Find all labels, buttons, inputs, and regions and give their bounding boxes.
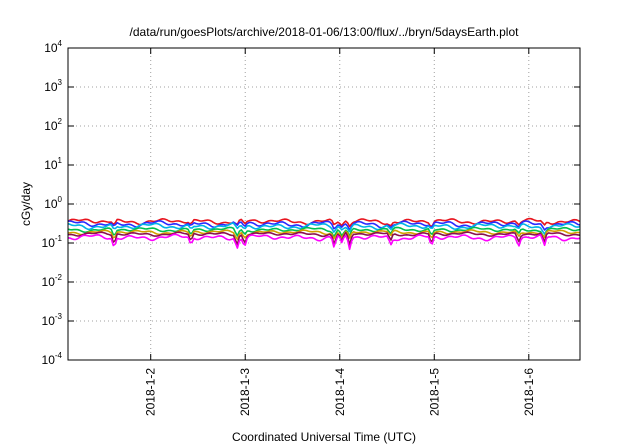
x-tick-label: 2018-1-2 xyxy=(144,368,158,416)
y-axis-label: cGy/day xyxy=(19,182,33,226)
y-tick-label: 10-4 xyxy=(42,351,63,367)
x-tick-label: 2018-1-3 xyxy=(238,368,252,416)
x-tick-label: 2018-1-5 xyxy=(427,368,441,416)
y-tick-label: 10-1 xyxy=(42,234,63,250)
grid xyxy=(68,48,580,360)
y-tick-label: 100 xyxy=(44,195,62,211)
x-axis: 2018-1-2 2018-1-3 2018-1-4 2018-1-5 2018-1-6 xyxy=(144,48,536,416)
chart-title: /data/run/goesPlots/archive/2018-01-06/1… xyxy=(130,25,520,39)
series-line xyxy=(67,222,581,235)
series-line xyxy=(67,233,581,251)
y-tick-label: 101 xyxy=(44,156,62,172)
y-tick-label: 103 xyxy=(44,78,62,94)
series-group xyxy=(67,217,581,251)
series-line xyxy=(67,231,581,246)
x-axis-label: Coordinated Universal Time (UTC) xyxy=(232,430,416,444)
x-tick-label: 2018-1-6 xyxy=(522,368,536,416)
series-line xyxy=(67,217,581,228)
series-line xyxy=(67,220,581,231)
x-tick-label: 2018-1-4 xyxy=(333,368,347,416)
y-tick-label: 10-2 xyxy=(42,273,63,289)
y-tick-label: 102 xyxy=(44,117,62,133)
series-line xyxy=(67,226,581,239)
y-tick-label: 10-3 xyxy=(42,312,63,328)
y-axis: 10-4 10-3 10-2 10-1 100 101 102 103 104 xyxy=(42,39,580,367)
y-tick-label: 104 xyxy=(44,39,62,55)
